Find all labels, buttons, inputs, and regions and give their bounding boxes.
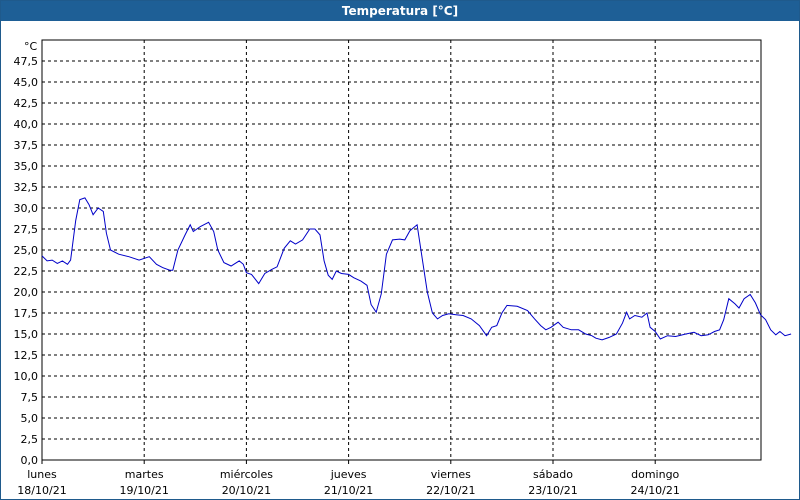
x-tick-date-label: 24/10/21 <box>630 484 679 497</box>
y-tick-label: 7,5 <box>21 391 39 404</box>
x-tick-day-label: martes <box>125 468 164 481</box>
y-tick-label: 20,0 <box>14 286 39 299</box>
y-tick-label: 42,5 <box>14 97 39 110</box>
y-tick-label: 35,0 <box>14 160 39 173</box>
plot-area <box>41 39 762 461</box>
y-tick-label: 27,5 <box>14 223 39 236</box>
x-tick-day-label: jueves <box>330 468 367 481</box>
y-tick-label: 30,0 <box>14 202 39 215</box>
y-axis-unit: °C <box>24 40 38 53</box>
x-tick-day-label: viernes <box>431 468 471 481</box>
x-tick-date-label: 19/10/21 <box>119 484 168 497</box>
y-tick-label: 25,0 <box>14 244 39 257</box>
y-tick-label: 15,0 <box>14 328 39 341</box>
y-tick-label: 12,5 <box>14 349 39 362</box>
temperature-series-line <box>41 197 792 341</box>
y-tick-label: 37,5 <box>14 139 39 152</box>
x-tick-date-label: 21/10/21 <box>324 484 373 497</box>
x-tick-date-label: 22/10/21 <box>426 484 475 497</box>
y-tick-label: 17,5 <box>14 307 39 320</box>
x-tick-date-label: 20/10/21 <box>222 484 271 497</box>
y-tick-label: 2,5 <box>21 433 39 446</box>
x-tick-day-label: sábado <box>533 468 573 481</box>
x-tick-date-label: 18/10/21 <box>17 484 66 497</box>
y-tick-label: 32,5 <box>14 181 39 194</box>
y-tick-label: 0,0 <box>21 454 39 467</box>
x-tick-date-label: 23/10/21 <box>528 484 577 497</box>
chart-title: Temperatura [°C] <box>1 1 799 21</box>
y-tick-label: 22,5 <box>14 265 39 278</box>
y-tick-label: 47,5 <box>14 55 39 68</box>
y-tick-label: 45,0 <box>14 76 39 89</box>
y-tick-label: 10,0 <box>14 370 39 383</box>
x-tick-day-label: domingo <box>631 468 679 481</box>
y-tick-label: 5,0 <box>21 412 39 425</box>
x-tick-day-label: lunes <box>27 468 57 481</box>
y-tick-label: 40,0 <box>14 118 39 131</box>
x-tick-day-label: miércoles <box>220 468 273 481</box>
